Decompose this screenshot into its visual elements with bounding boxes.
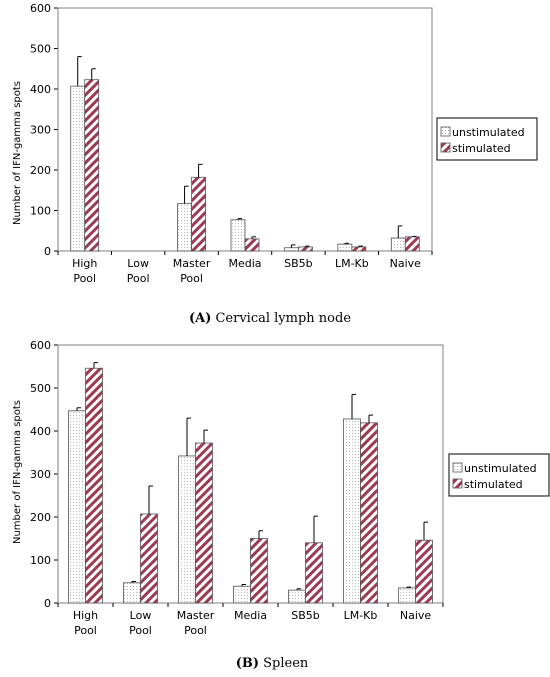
a-xtick-label: Pool (180, 272, 203, 285)
chart-b-ylabel: Number of IFN-gamma spots (12, 400, 23, 544)
b-bar-stimulated (360, 422, 378, 604)
b-xtick-label: Master (177, 609, 215, 622)
a-bar-unstimulated (390, 237, 406, 252)
a-bar-unstimulated (284, 247, 299, 252)
a-ytick-label: 300 (30, 124, 51, 137)
a-bar-unstimulated (70, 85, 86, 252)
b-bar-stimulated (415, 539, 433, 604)
b-xtick-label: Low (130, 609, 152, 622)
chart-b: Number of IFN-gamma spots 0 100 200 300 400 5… (12, 339, 550, 671)
a-xtick-label: High (72, 257, 97, 270)
b-ytick-label: 600 (30, 339, 51, 352)
b-ytick-label: 300 (30, 468, 51, 481)
chart-a-ylabel: Number of IFN-gamma spots (12, 81, 23, 225)
b-ytick-label: 200 (30, 511, 51, 524)
b-bar-unstimulated (233, 585, 251, 604)
b-ytick-label: 100 (30, 554, 51, 567)
a-xtick-label: Pool (73, 272, 96, 285)
b-bar-unstimulated (68, 410, 86, 604)
b-legend-box (448, 453, 550, 497)
a-xtick-label: Media (228, 257, 261, 270)
a-xtick-label: Naive (390, 257, 422, 270)
a-ytick-label: 500 (30, 43, 51, 56)
a-xtick-label: SB5b (284, 257, 313, 270)
a-xtick-label: Master (173, 257, 211, 270)
b-bar-stimulated (250, 538, 268, 604)
a-bar-unstimulated (177, 203, 192, 252)
a-plot-area (57, 7, 433, 252)
b-xtick-label: LM-Kb (344, 609, 378, 622)
a-legend-label-unstimulated: unstimulated (452, 126, 525, 139)
b-legend-label-unstimulated: unstimulated (464, 462, 537, 475)
b-bar-unstimulated (178, 455, 196, 604)
a-xtick-label: Pool (127, 272, 150, 285)
a-xtick-label: Low (127, 257, 149, 270)
a-bar-stimulated (298, 246, 313, 252)
a-ytick-label: 200 (30, 164, 51, 177)
a-bar-unstimulated (337, 243, 353, 252)
a-legend-swatch-unstimulated (440, 126, 451, 137)
chart-a-caption: (A) Cervical lymph node (189, 311, 351, 326)
a-bar-stimulated (351, 246, 367, 252)
b-xtick-label: High (73, 609, 98, 622)
b-xtick-label: Pool (74, 624, 97, 637)
b-xtick-label: Pool (184, 624, 207, 637)
b-xtick-label: Naive (400, 609, 432, 622)
b-bar-unstimulated (123, 582, 141, 604)
a-ytick-label: 0 (44, 245, 51, 258)
a-ytick-label: 600 (30, 2, 51, 15)
a-legend-box (436, 117, 538, 161)
a-legend-label-stimulated: stimulated (452, 142, 511, 155)
b-xtick-label: SB5b (291, 609, 320, 622)
b-xtick-label: Pool (129, 624, 152, 637)
b-bar-stimulated (195, 442, 213, 604)
a-ytick-label: 400 (30, 83, 51, 96)
b-bar-stimulated (140, 513, 158, 604)
a-bar-unstimulated (230, 219, 246, 252)
a-bar-stimulated (244, 238, 260, 252)
b-bar-unstimulated (288, 589, 306, 604)
b-bar-unstimulated (343, 418, 361, 604)
b-ytick-label: 0 (44, 597, 51, 610)
a-legend-swatch-stimulated (440, 142, 451, 153)
b-xtick-label: Media (234, 609, 267, 622)
a-bar-stimulated (84, 79, 100, 252)
a-xtick-label: LM-Kb (335, 257, 369, 270)
b-bar-unstimulated (398, 587, 416, 604)
chart-b-caption: (B) Spleen (236, 656, 309, 671)
b-bar-stimulated (305, 542, 323, 604)
b-ytick-label: 400 (30, 425, 51, 438)
a-bar-stimulated (191, 176, 206, 252)
b-bar-stimulated (85, 367, 103, 604)
b-legend-swatch-unstimulated (452, 462, 463, 473)
chart-a: Number of IFN-gamma spots 0 100 200 300 400 5… (12, 2, 538, 326)
a-ytick-label: 100 (30, 205, 51, 218)
b-legend-label-stimulated: stimulated (464, 478, 523, 491)
a-bar-stimulated (404, 236, 420, 252)
b-legend-swatch-stimulated (452, 478, 463, 489)
b-ytick-label: 500 (30, 382, 51, 395)
